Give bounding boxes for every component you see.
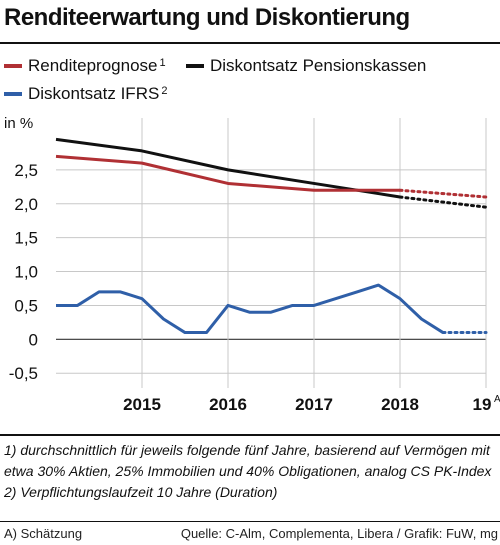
legend-label-pensionskassen: Diskontsatz Pensionskassen: [210, 56, 427, 75]
chart-bottom-rule: [0, 434, 500, 436]
y-axis-unit-label: in %: [4, 115, 33, 132]
footnote-1-line-2: etwa 30% Aktien, 25% Immobilien und 40% …: [4, 463, 492, 479]
series-line-0: [55, 137, 401, 199]
legend-footnote-1: 1: [159, 57, 166, 69]
series-forecast-line-1: [398, 188, 488, 199]
x-tick-label: 2017: [295, 395, 333, 414]
y-tick-label: 0: [29, 330, 38, 349]
footer-rule: [0, 521, 500, 522]
x-tick-label: 2015: [123, 395, 161, 414]
legend-swatch-ifrs: [4, 92, 22, 96]
footnotes: 1) durchschnittlich für jeweils folgende…: [4, 440, 498, 503]
line-chart: in % 2,5 2,0 1,5 1,0 0,5 0 -0,5 2015 2016 2017 2018…: [4, 115, 500, 414]
footnote-2: 2) Verpflichtungslaufzeit 10 Jahre (Dura…: [4, 484, 278, 500]
series-line-1: [55, 154, 400, 192]
legend-item-ifrs: Diskontsatz IFRS 2: [4, 84, 167, 104]
legend-item-pensionskassen: Diskontsatz Pensionskassen: [186, 56, 426, 76]
y-tick-label: -0,5: [9, 364, 38, 383]
x-tick-label: 19: [473, 395, 492, 414]
y-tick-label: 1,0: [14, 263, 38, 282]
y-tick-label: 2,0: [14, 195, 38, 214]
footnote-1-line-1: 1) durchschnittlich für jeweils folgende…: [4, 442, 490, 458]
y-tick-label: 1,5: [14, 229, 38, 248]
legend-swatch-renditeprognose: [4, 64, 22, 68]
y-tick-label: 0,5: [14, 296, 38, 315]
legend-label-ifrs: Diskontsatz IFRS: [28, 84, 160, 103]
legend-label-renditeprognose: Renditeprognose: [28, 56, 158, 75]
series-forecast-line-0: [398, 195, 488, 209]
legend: Renditeprognose 1 Diskontsatz Pensionska…: [0, 54, 500, 110]
x-tick-label: 2016: [209, 395, 247, 414]
legend-swatch-pensionskassen: [186, 64, 204, 68]
legend-item-renditeprognose: Renditeprognose 1: [4, 56, 166, 76]
y-tick-label: 2,5: [14, 161, 38, 180]
x-tick-label: 2018: [381, 395, 419, 414]
footer-source: Quelle: C-Alm, Complementa, Libera / Gra…: [180, 526, 498, 541]
footer-estimate-note: A) Schätzung: [4, 526, 83, 541]
legend-footnote-2: 2: [161, 85, 168, 97]
series-line-2: [56, 283, 444, 335]
chart-title: Renditeerwartung und Diskontierung: [4, 4, 410, 31]
x-tick-superscript: A: [494, 394, 500, 405]
title-rule: [0, 42, 500, 44]
